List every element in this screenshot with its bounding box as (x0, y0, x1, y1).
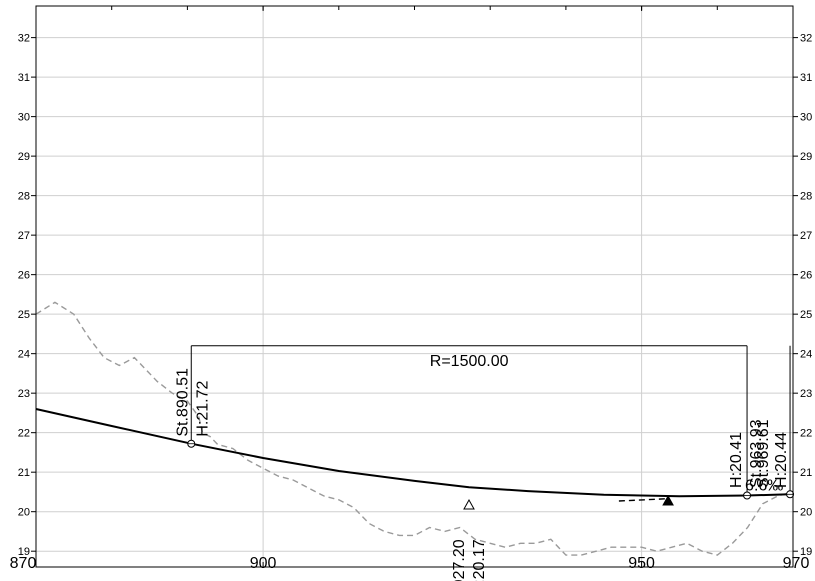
grade-label: 6.6‰ (745, 477, 783, 494)
x-tick-label: 950 (628, 555, 655, 572)
design-grade-vertical-curve--line (35, 408, 791, 498)
curve-radius-label: R=1500.00 (430, 353, 509, 370)
y-tick-label: 21 (18, 467, 30, 479)
y-tick-label-right: 29 (800, 151, 812, 163)
x-tick-label: 900 (250, 555, 277, 572)
y-tick-label: 20 (18, 507, 30, 519)
y-tick-label: 22 (18, 428, 30, 440)
y-tick-label-right: 31 (800, 72, 812, 84)
plot-frame (35, 5, 794, 568)
y-tick-label: 30 (18, 112, 30, 124)
grade-segment-line (618, 498, 669, 502)
y-tick-label-right: 32 (800, 33, 812, 45)
station-elevation-label: H:21.72 (194, 380, 211, 436)
y-tick-label-right: 25 (800, 309, 812, 321)
station-elevation-label: St.963.93 (748, 419, 765, 488)
station-elevation-label: St.927.20 (451, 539, 468, 581)
station-elevation-label: St.890.51 (174, 368, 191, 437)
y-tick-label: 29 (18, 151, 30, 163)
x-tick-label: 970 (783, 555, 810, 572)
y-tick-label-right: 30 (800, 112, 812, 124)
y-tick-label-right: 27 (800, 230, 812, 242)
y-tick-label: 26 (18, 270, 30, 282)
y-tick-label: 23 (18, 388, 30, 400)
existing-ground-layer (35, 301, 794, 556)
grade-point-triangle (662, 494, 674, 506)
y-tick-label-right: 19 (800, 546, 812, 558)
y-tick-label-right: 26 (800, 270, 812, 282)
y-tick-label-right: 22 (800, 428, 812, 440)
y-tick-label: 25 (18, 309, 30, 321)
y-tick-label-right: 21 (800, 467, 812, 479)
x-tick-label: 870 (10, 555, 37, 572)
station-elevation-label: H:20.17 (471, 539, 488, 581)
y-tick-label: 28 (18, 191, 30, 203)
low-point-triangle (463, 498, 475, 510)
y-tick-label: 27 (18, 230, 30, 242)
existing-ground-line (35, 301, 794, 556)
y-tick-label: 19 (18, 546, 30, 558)
y-tick-label: 31 (18, 72, 30, 84)
station-elevation-label: St.969.61 (755, 419, 772, 488)
plot-border (35, 5, 794, 568)
station-elevation-label: H:20.44 (773, 432, 790, 488)
station-elevation-label: H:20.41 (728, 432, 745, 488)
y-tick-label-right: 23 (800, 388, 812, 400)
y-tick-label-right: 20 (800, 507, 812, 519)
curve-bracket: R=1500.00 (190, 345, 791, 496)
design-grade-layer (35, 408, 791, 502)
y-tick-label: 32 (18, 33, 30, 45)
axis-ticks: 19 19 20 20 21 21 22 22 23 23 24 24 25 25 26 26 27 27 28 28… (10, 6, 812, 572)
y-tick-label-right: 28 (800, 191, 812, 203)
y-tick-label-right: 24 (800, 349, 812, 361)
y-tick-label: 24 (18, 349, 30, 361)
grid-lines (36, 6, 793, 567)
control-point-markers (187, 439, 795, 510)
